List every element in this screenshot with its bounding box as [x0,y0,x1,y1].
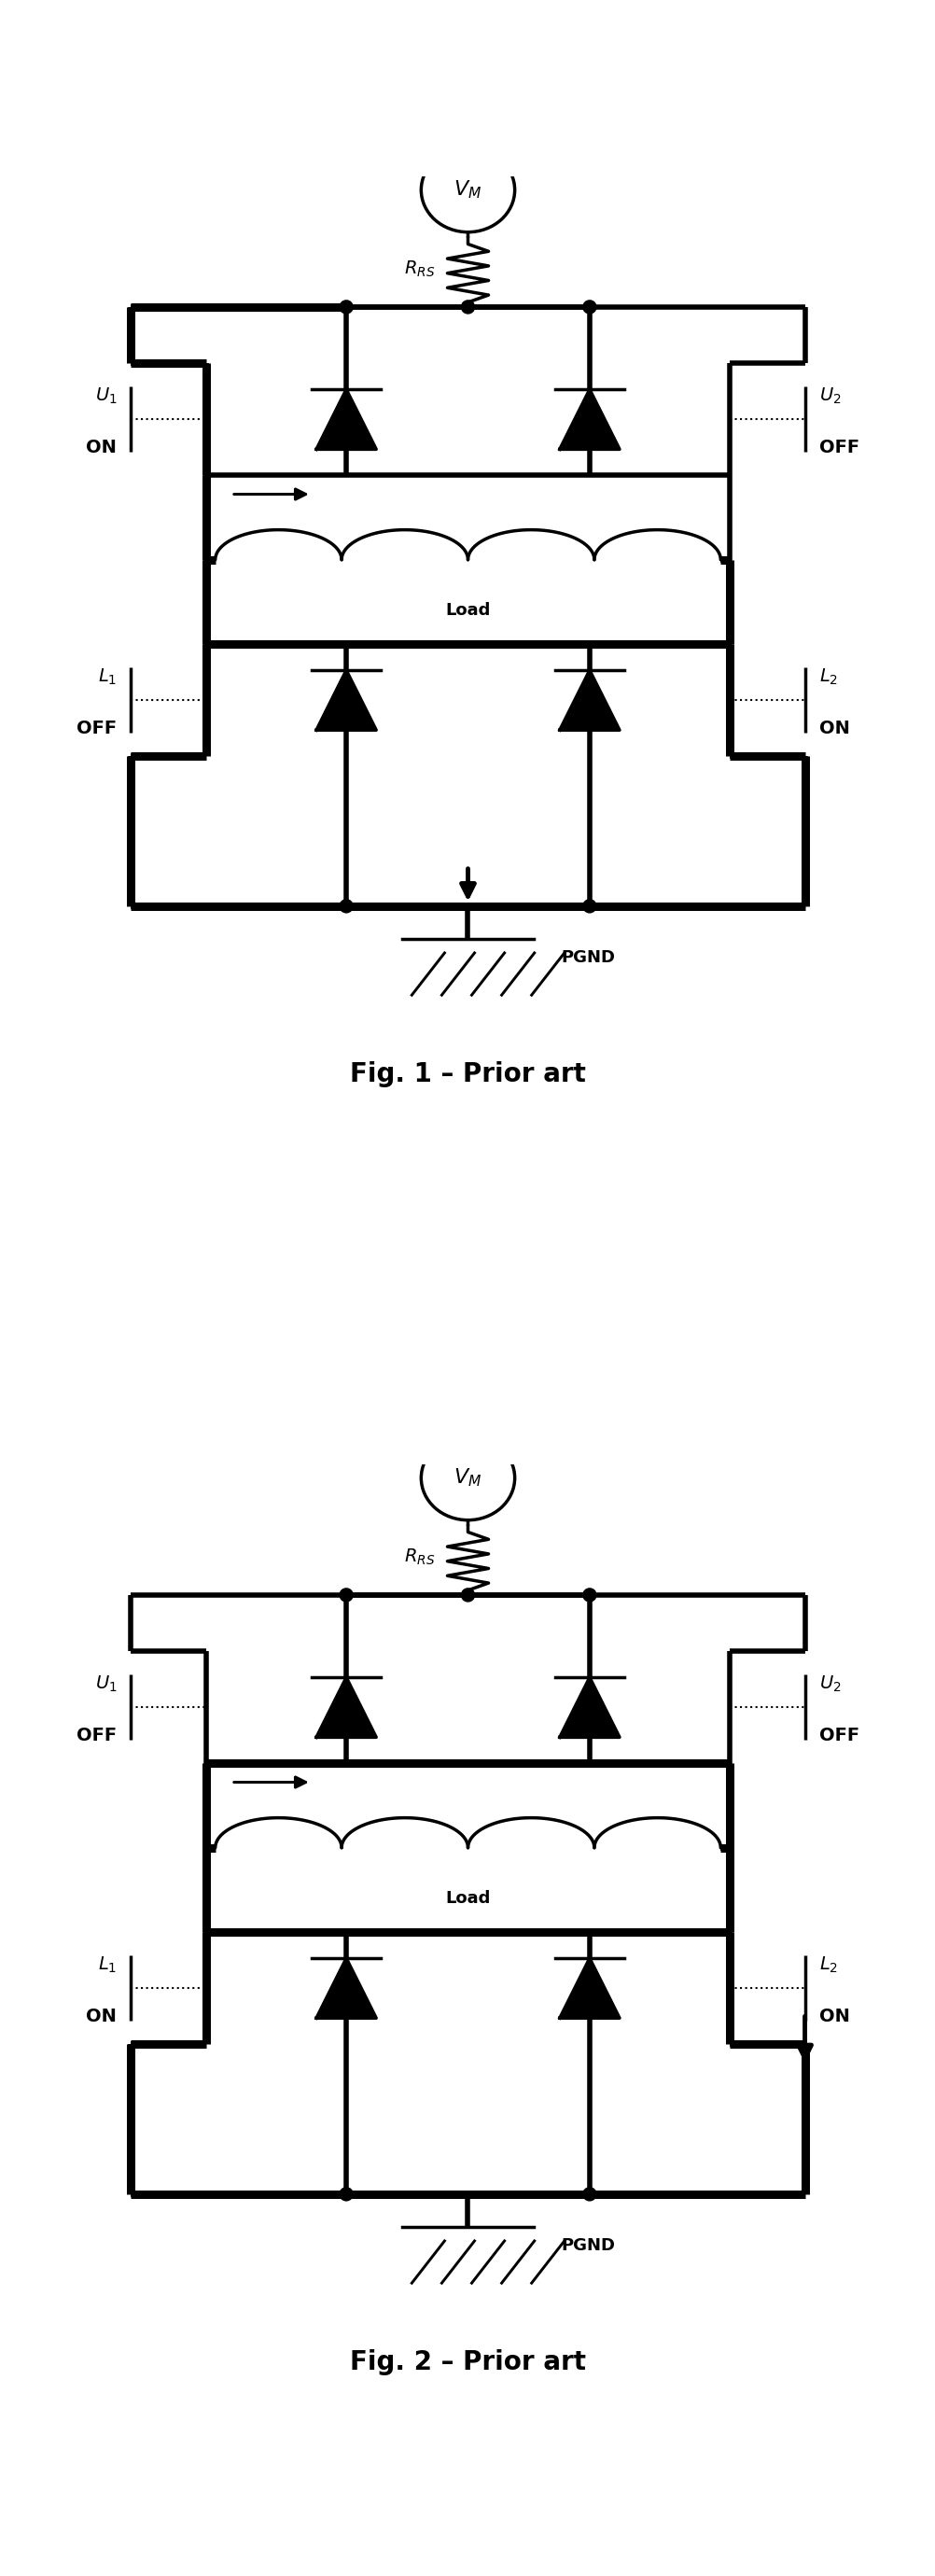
Polygon shape [559,1958,619,2017]
Text: OFF: OFF [818,438,858,456]
Polygon shape [559,389,619,448]
Text: Load: Load [445,603,490,618]
Circle shape [583,301,596,314]
Text: PGND: PGND [561,2236,615,2254]
Text: $L_1$: $L_1$ [98,667,117,688]
Text: $V_M$: $V_M$ [453,1466,482,1489]
Text: ON: ON [86,438,117,456]
Polygon shape [316,389,376,448]
Text: $L_2$: $L_2$ [818,1955,837,1976]
Text: OFF: OFF [77,719,117,737]
Text: ON: ON [818,2007,849,2025]
Text: $U_2$: $U_2$ [818,1674,840,1695]
Circle shape [461,301,474,314]
Text: $V_M$: $V_M$ [453,178,482,201]
Text: $R_{RS}$: $R_{RS}$ [404,260,435,278]
Circle shape [583,1589,596,1602]
Text: Fig. 1 – Prior art: Fig. 1 – Prior art [350,1061,585,1087]
Circle shape [461,1589,474,1602]
Circle shape [339,899,352,912]
Text: $U_1$: $U_1$ [94,386,117,407]
Text: PGND: PGND [561,948,615,966]
Text: $U_2$: $U_2$ [818,386,840,407]
Text: Fig. 2 – Prior art: Fig. 2 – Prior art [350,2349,585,2375]
Text: $L_1$: $L_1$ [98,1955,117,1976]
Text: $U_1$: $U_1$ [94,1674,117,1695]
Polygon shape [316,1958,376,2017]
Text: Load: Load [445,1891,490,1906]
Text: $L_2$: $L_2$ [818,667,837,688]
Text: ON: ON [86,2007,117,2025]
Circle shape [583,899,596,912]
Circle shape [339,1589,352,1602]
Circle shape [339,301,352,314]
Text: OFF: OFF [77,1726,117,1744]
Text: $R_{RS}$: $R_{RS}$ [404,1548,435,1566]
Circle shape [583,2187,596,2200]
Text: ON: ON [818,719,849,737]
Polygon shape [316,1677,376,1736]
Circle shape [339,2187,352,2200]
Polygon shape [559,670,619,729]
Polygon shape [559,1677,619,1736]
Text: OFF: OFF [818,1726,858,1744]
Polygon shape [316,670,376,729]
